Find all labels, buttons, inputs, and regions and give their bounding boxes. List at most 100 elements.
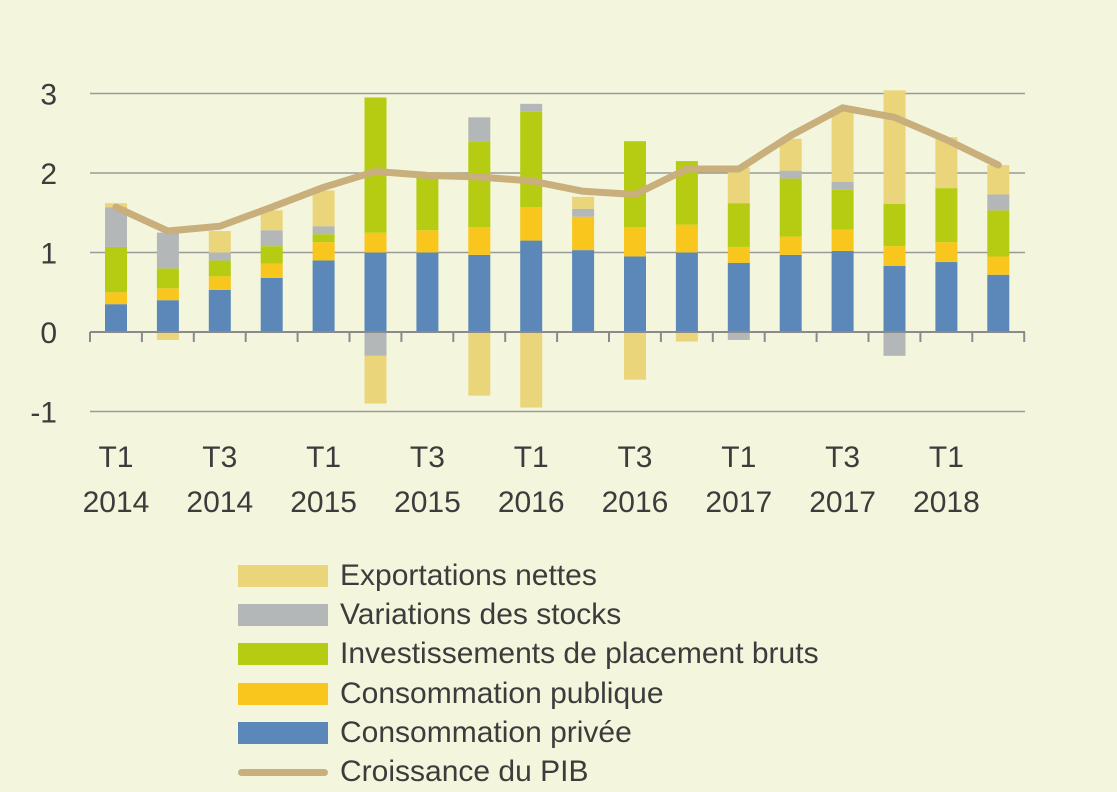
- bar-segments: [105, 90, 1010, 408]
- legend-swatch: [238, 721, 328, 744]
- bar-segment: [364, 97, 387, 233]
- bar-segment: [675, 224, 698, 253]
- bar-segment: [675, 332, 698, 342]
- bar-segment: [520, 207, 543, 241]
- legend-item-consommation-publique: Consommation publique: [238, 674, 819, 713]
- bar-segment: [987, 256, 1010, 275]
- bar-segment: [156, 332, 179, 340]
- legend-label: Croissance du PIB: [340, 755, 589, 789]
- bar-segment: [520, 103, 543, 112]
- bar-segment: [468, 141, 491, 228]
- bar-segment: [779, 236, 802, 255]
- bar-segment: [624, 141, 646, 228]
- bar-segment: [727, 262, 750, 332]
- x-tick-label-quarter: T3: [202, 441, 237, 474]
- legend-swatch: [238, 603, 328, 626]
- x-tick-label-year: 2015: [394, 486, 461, 519]
- bar-segment: [156, 232, 179, 269]
- bar-segment: [105, 292, 127, 305]
- x-tick-label-quarter: T3: [825, 441, 860, 474]
- bar-segment: [935, 242, 958, 263]
- x-tick-label-year: 2017: [705, 486, 772, 519]
- bar-segment: [312, 260, 335, 332]
- bar-segment: [260, 277, 283, 332]
- bar-segment: [675, 161, 698, 225]
- bar-segment: [727, 167, 750, 204]
- bar-segment: [727, 332, 750, 340]
- bar-segment: [364, 355, 387, 404]
- bar-segment: [416, 252, 439, 332]
- legend-item-croissance-du-pib: Croissance du PIB: [238, 752, 819, 791]
- bar-segment: [260, 263, 283, 278]
- legend-label: Investissements de placement bruts: [340, 637, 819, 671]
- bar-segment: [624, 256, 646, 332]
- bar-segment: [520, 332, 543, 408]
- bar-segment: [105, 246, 127, 293]
- bar-segment: [364, 232, 387, 253]
- bar-segment: [520, 111, 543, 208]
- x-tick-label-year: 2014: [186, 486, 253, 519]
- legend-item-exportations-nettes: Exportations nettes: [238, 556, 819, 595]
- bar-segment: [727, 203, 750, 247]
- x-tick-label-year: 2014: [83, 486, 150, 519]
- bar-segment: [883, 266, 906, 332]
- legend-swatch: [238, 564, 328, 587]
- bar-segment: [364, 332, 387, 356]
- bar-segment: [779, 254, 802, 332]
- x-tick-label-quarter: T1: [514, 441, 549, 474]
- bar-segment: [364, 252, 387, 332]
- x-tick-label-quarter: T1: [929, 441, 964, 474]
- bar-segment: [572, 250, 595, 332]
- bar-segment: [312, 242, 335, 261]
- bar-segment: [312, 234, 335, 243]
- x-tick-label-year: 2018: [913, 486, 980, 519]
- legend: Exportations nettes Variations des stock…: [238, 556, 819, 792]
- x-tick-label-quarter: T1: [721, 441, 756, 474]
- bar-segment: [416, 230, 439, 253]
- bar-segment: [416, 174, 439, 231]
- y-tick-label: 3: [40, 79, 57, 112]
- x-tick-label-quarter: T3: [410, 441, 445, 474]
- legend-swatch: [238, 682, 328, 705]
- y-tick-label: 0: [40, 317, 57, 350]
- x-tick-label-quarter: T1: [98, 441, 133, 474]
- gridlines: [90, 92, 1025, 413]
- bar-segment: [727, 246, 750, 263]
- legend-swatch: [238, 643, 328, 666]
- bar-segment: [208, 276, 231, 290]
- bar-segment: [779, 138, 802, 171]
- bar-segment: [468, 117, 491, 142]
- gdp-growth-line: [112, 104, 1002, 235]
- bar-segment: [831, 229, 854, 251]
- bar-segment: [831, 109, 854, 182]
- bar-segment: [779, 170, 802, 179]
- y-tick-label: 2: [40, 158, 57, 191]
- y-tick-label: 1: [40, 238, 57, 271]
- bar-segment: [468, 332, 491, 396]
- x-tick-label-quarter: T1: [306, 441, 341, 474]
- bar-segment: [987, 210, 1010, 257]
- bar-segment: [831, 250, 854, 332]
- bar-segment: [208, 231, 231, 253]
- bar-segment: [987, 194, 1010, 211]
- legend-label: Consommation publique: [340, 676, 664, 710]
- bar-segment: [572, 196, 595, 209]
- bar-segment: [520, 240, 543, 332]
- bar-segment: [883, 332, 906, 356]
- legend-item-variations-des-stocks: Variations des stocks: [238, 595, 819, 634]
- bar-segment: [312, 226, 335, 235]
- bar-segment: [831, 181, 854, 190]
- bar-segment: [260, 210, 283, 231]
- bar-segment: [935, 137, 958, 189]
- bar-segment: [156, 300, 179, 332]
- bar-segment: [624, 227, 646, 257]
- y-tick-labels: 3 2 1 0 -1: [30, 79, 57, 430]
- x-tick-labels: T1 2014 T3 2014 T1 2015 T3 2015 T1 2016 T3 2016 T1 20…: [83, 441, 980, 519]
- bar-segment: [260, 246, 283, 264]
- gdp-line: [112, 104, 1002, 235]
- bar-segment: [987, 165, 1010, 195]
- bar-segment: [208, 252, 231, 261]
- legend-label: Exportations nettes: [340, 558, 597, 592]
- x-tick-label-year: 2016: [602, 486, 669, 519]
